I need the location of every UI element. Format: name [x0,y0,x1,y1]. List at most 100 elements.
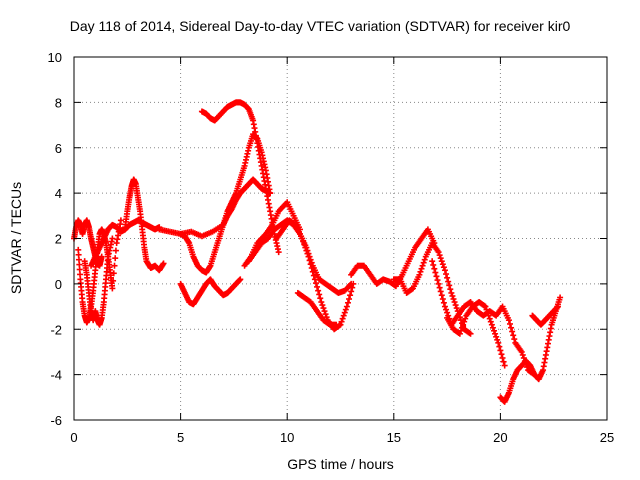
data-point [429,258,436,265]
data-point [505,317,512,324]
data-point-trace [485,312,492,319]
data-point-trace [306,257,313,264]
data-point-trace [312,280,319,287]
x-tick-label: 5 [177,430,184,445]
data-point-trace [487,318,494,325]
data-point-trace [344,299,351,306]
data-point [237,276,244,283]
y-tick-label: 6 [55,141,62,156]
data-point [456,330,463,337]
data-point-trace [461,318,468,325]
data-point-trace [347,292,354,299]
data-point-trace [460,321,467,328]
data-point [318,299,325,306]
x-tick-label: 10 [280,430,294,445]
data-point-trace [492,330,499,337]
data-point-trace [451,299,458,306]
y-tick-label: 4 [55,186,62,201]
data-point [117,217,124,224]
data-point-trace [430,261,437,268]
data-point-trace [302,244,309,251]
data-point [495,339,502,346]
data-point-trace [431,265,438,272]
data-point-trace [493,333,500,340]
data-point-trace [432,269,439,276]
data-point-trace [459,324,466,331]
data-point-trace [300,238,307,245]
data-point [448,289,455,296]
data-point-trace [417,268,424,275]
data-point [109,235,116,242]
y-tick-label: -2 [50,322,62,337]
data-point [311,276,318,283]
y-tick-label: 10 [48,50,62,65]
data-point [416,271,423,278]
data-point-trace [452,302,459,309]
data-point-trace [315,287,322,294]
x-tick-label: 20 [493,430,507,445]
data-point-trace [112,255,119,262]
data-point-trace [340,312,347,319]
data-point-trace [500,358,507,365]
data-point [554,303,561,310]
data-point-trace [320,305,327,312]
data-point-trace [506,320,513,327]
data-point-trace [509,328,516,335]
data-point-trace [342,306,349,313]
data-point-trace [418,265,425,272]
data-point-trace [341,309,348,316]
y-tick-label: -6 [50,413,62,428]
data-point-trace [433,273,440,280]
data-point-trace [346,296,353,302]
data-point-trace [319,302,326,309]
data-point [435,249,442,256]
data-point-trace [446,282,453,289]
data-point-trace [111,262,118,269]
data-point-trace [491,327,498,334]
data-point-trace [447,286,454,293]
data-points [71,99,564,405]
data-point-trace [437,288,444,295]
data-point-trace [112,247,119,254]
data-point-trace [348,288,355,295]
data-point [518,348,525,355]
data-point-trace [511,336,518,343]
data-point-trace [439,296,446,302]
data-point-trace [494,336,501,343]
data-point-trace [438,258,445,265]
data-point [441,303,448,310]
data-point-trace [323,314,330,321]
x-tick-label: 0 [70,430,77,445]
x-axis-label: GPS time / hours [287,456,394,472]
axes: 0 5 10 15 20 25 -6 -4 -2 0 2 4 6 8 10 [48,50,615,445]
data-point-trace [307,261,314,268]
data-point-trace [110,270,117,277]
data-point [333,321,340,328]
data-point-trace [437,255,444,262]
data-point [501,362,508,369]
y-tick-label: 0 [55,277,62,292]
data-point-trace [449,292,456,299]
data-point-trace [308,264,315,271]
data-point-trace [510,332,517,339]
data-point-trace [339,315,346,322]
data-point-trace [440,299,447,306]
data-point-trace [420,259,427,266]
data-point-trace [445,278,452,285]
data-point-trace [436,252,443,259]
data-point-trace [438,292,445,299]
data-point [488,321,495,328]
y-tick-label: -4 [50,368,62,383]
data-point [350,280,357,287]
data-point-trace [453,305,460,312]
data-point-trace [436,284,443,291]
data-point [467,330,474,337]
data-point-trace [443,271,450,278]
data-point-trace [314,283,321,290]
data-point-trace [499,354,506,361]
data-point-trace [444,309,451,316]
data-point-trace [444,274,451,281]
data-point-trace [483,306,490,313]
